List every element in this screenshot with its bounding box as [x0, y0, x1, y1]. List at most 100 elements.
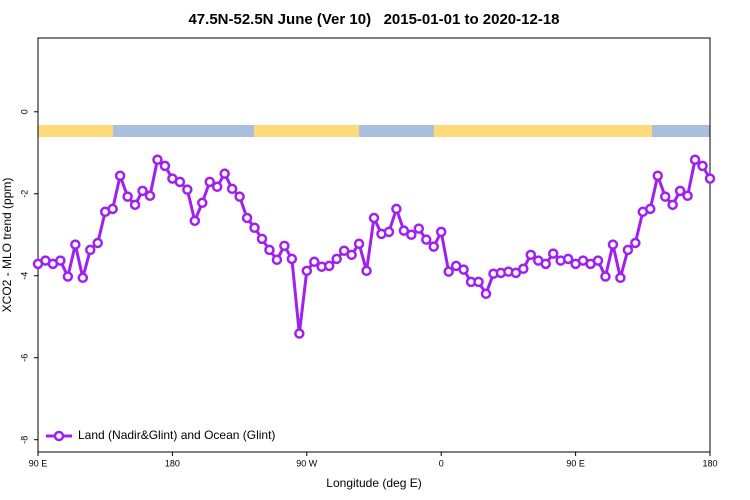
y-tick-label: -2: [19, 190, 29, 198]
data-point: [294, 328, 305, 339]
data-point: [152, 154, 163, 165]
data-point: [271, 254, 283, 266]
data-point: [421, 234, 432, 245]
data-point: [264, 244, 275, 256]
data-point: [323, 260, 335, 272]
data-point: [137, 185, 148, 197]
x-tick-label: 90 E: [29, 458, 48, 468]
data-point: [652, 170, 663, 181]
data-point: [398, 225, 410, 236]
plot-frame: [37, 37, 711, 453]
data-point: [607, 239, 619, 250]
data-point: [473, 276, 484, 288]
data-point: [458, 264, 469, 275]
y-axis-label: XCO2 - MLO trend (ppm): [0, 178, 14, 313]
data-point: [85, 244, 96, 256]
data-point: [391, 203, 402, 215]
data-point: [361, 265, 372, 277]
data-point: [107, 203, 118, 215]
data-point: [234, 191, 245, 202]
data-point: [226, 183, 238, 195]
data-point: [413, 223, 425, 234]
data-point: [204, 176, 215, 188]
data-point: [562, 253, 574, 265]
data-point: [368, 212, 380, 224]
data-point: [286, 253, 298, 265]
data-point: [114, 170, 126, 181]
ocean-band: [359, 125, 434, 137]
data-point: [659, 191, 671, 202]
legend-marker: [53, 430, 65, 442]
y-tick-label: -8: [19, 436, 29, 444]
y-tick-label: 0: [19, 109, 29, 114]
data-point: [525, 249, 537, 261]
x-axis-label: Longitude (deg E): [326, 476, 421, 490]
data-point: [682, 190, 693, 202]
data-point: [189, 215, 201, 227]
data-point: [331, 253, 342, 265]
data-point: [338, 245, 350, 256]
land-band: [254, 125, 359, 137]
data-point: [279, 240, 290, 252]
data-point: [510, 267, 522, 279]
x-tick-label: 90 W: [296, 458, 318, 468]
data-point: [435, 226, 447, 238]
data-point: [667, 199, 678, 211]
data-point: [622, 244, 634, 256]
data-point: [122, 191, 133, 202]
data-point: [645, 203, 656, 215]
x-tick-label: 180: [702, 458, 717, 468]
data-point: [353, 238, 365, 250]
data-point: [480, 288, 492, 300]
data-point: [70, 239, 81, 250]
data-point: [615, 272, 626, 284]
data-point: [301, 265, 313, 277]
data-point: [592, 255, 604, 266]
x-tick-label: 90 E: [566, 458, 585, 468]
data-point: [174, 176, 186, 188]
data-point: [518, 263, 529, 275]
data-point: [689, 154, 701, 165]
data-point: [62, 271, 74, 282]
legend-label: Land (Nadir&Glint) and Ocean (Glint): [78, 428, 275, 442]
surface-strip: [38, 125, 710, 137]
y-tick-label: -4: [19, 272, 29, 280]
data-point: [241, 212, 253, 224]
data-point: [630, 237, 641, 249]
data-point: [211, 181, 223, 193]
ocean-band: [652, 125, 710, 137]
data-point: [144, 190, 156, 202]
data-point: [346, 249, 357, 261]
data-point: [443, 266, 454, 277]
y-tick-label: -6: [19, 354, 29, 362]
data-point: [383, 226, 395, 238]
data-point: [406, 229, 417, 241]
x-tick-label: 0: [439, 458, 444, 468]
data-point: [77, 272, 89, 284]
data-point: [704, 173, 716, 184]
data-point: [197, 197, 208, 209]
data-point: [540, 258, 551, 270]
data-point: [129, 199, 141, 211]
ocean-band: [113, 125, 254, 137]
data-point: [219, 168, 230, 179]
data-point: [55, 255, 66, 266]
x-tick-label: 180: [165, 458, 180, 468]
data-point: [600, 271, 611, 282]
data-point: [92, 237, 103, 249]
chart-title: 47.5N-52.5N June (Ver 10) 2015-01-01 to …: [188, 11, 559, 28]
data-point: [249, 222, 260, 234]
data-point: [182, 184, 193, 195]
data-point: [256, 233, 268, 245]
data-point: [697, 160, 708, 172]
data-point: [547, 248, 559, 259]
data-point: [159, 160, 171, 172]
land-band: [38, 125, 113, 137]
data-point: [309, 256, 320, 268]
data-point: [674, 185, 686, 197]
data-point: [428, 241, 439, 252]
land-band: [434, 125, 652, 137]
